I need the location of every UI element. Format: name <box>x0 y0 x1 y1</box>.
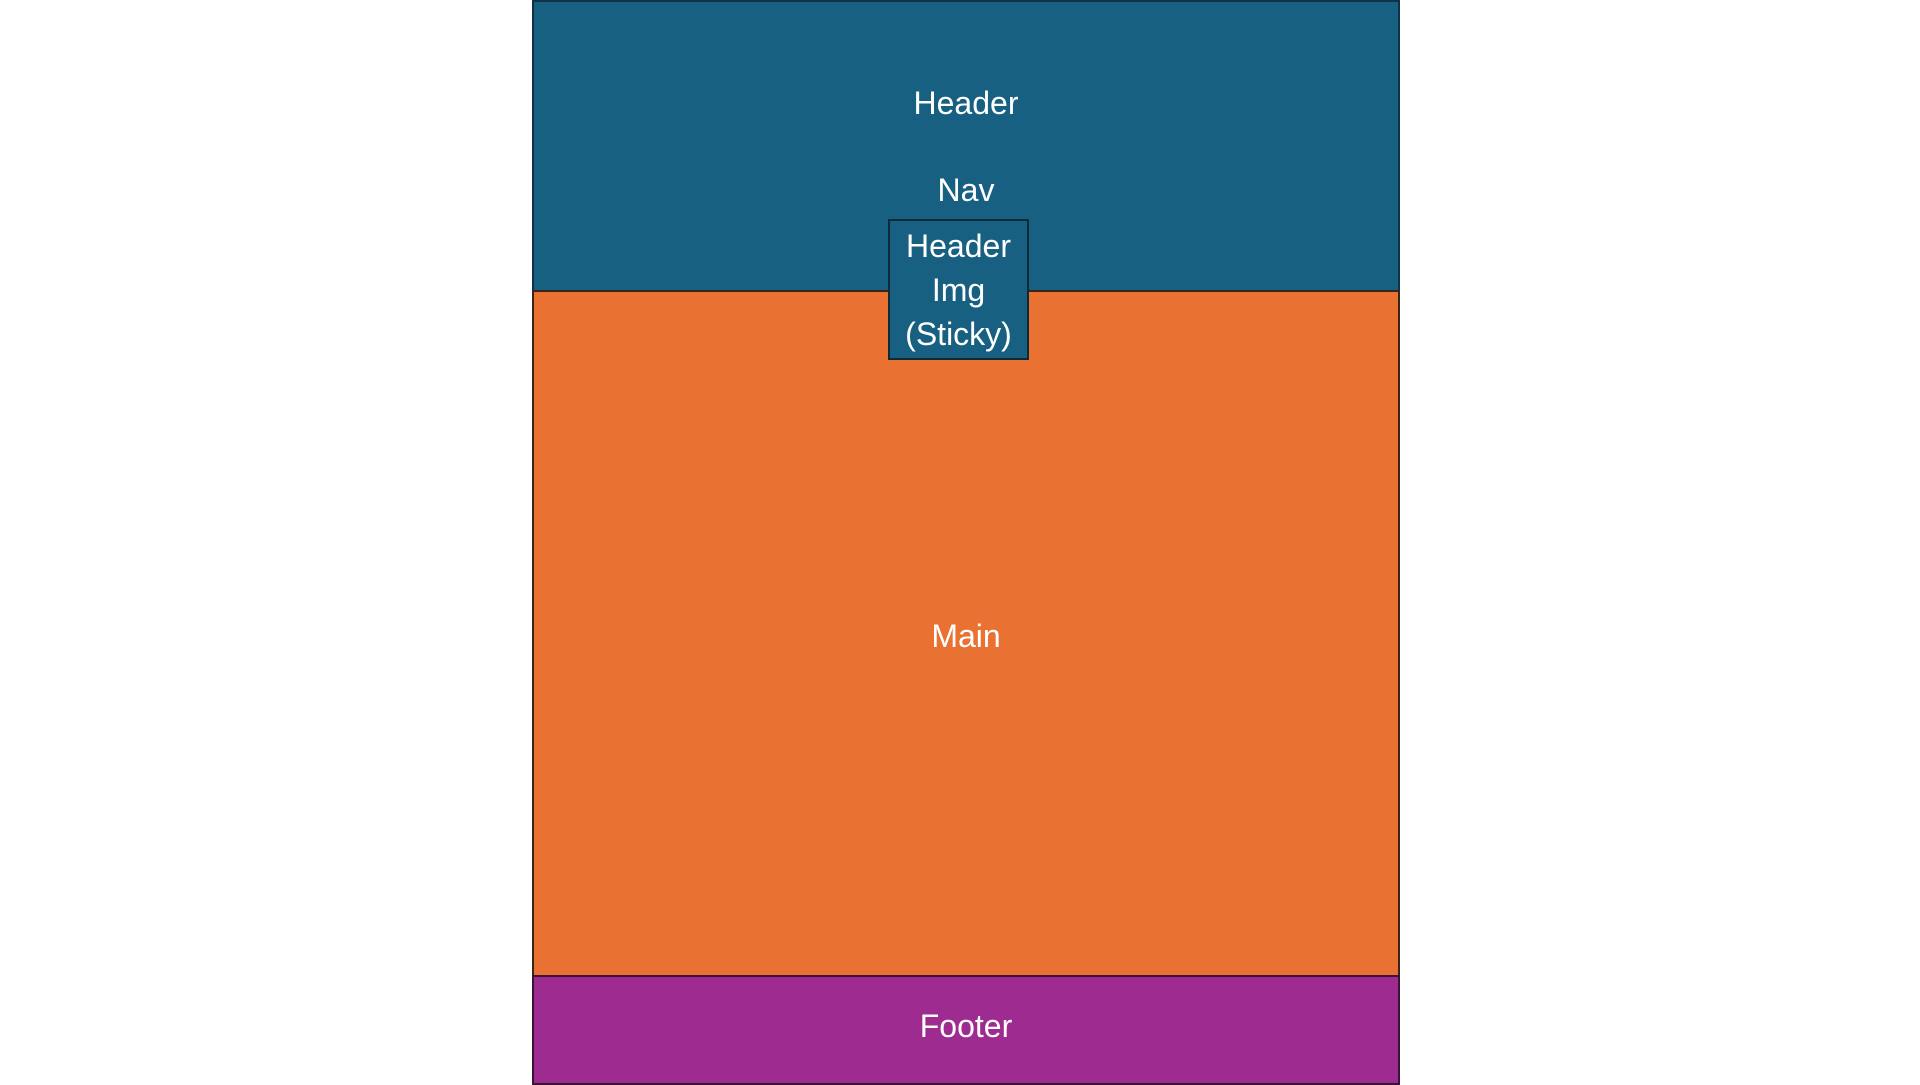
header-label: Header <box>913 85 1019 121</box>
nav-label: Nav <box>937 172 995 208</box>
sticky-header-image-label: Header Img (Sticky) <box>905 227 1012 352</box>
sticky-header-image-box: Header Img (Sticky) <box>888 219 1029 360</box>
footer-region: Footer <box>532 975 1400 1085</box>
main-region: Main <box>532 290 1400 977</box>
page-layout-diagram: Header Nav Main Footer <box>532 0 1400 1085</box>
footer-label: Footer <box>919 1008 1013 1044</box>
main-label: Main <box>931 618 1001 654</box>
